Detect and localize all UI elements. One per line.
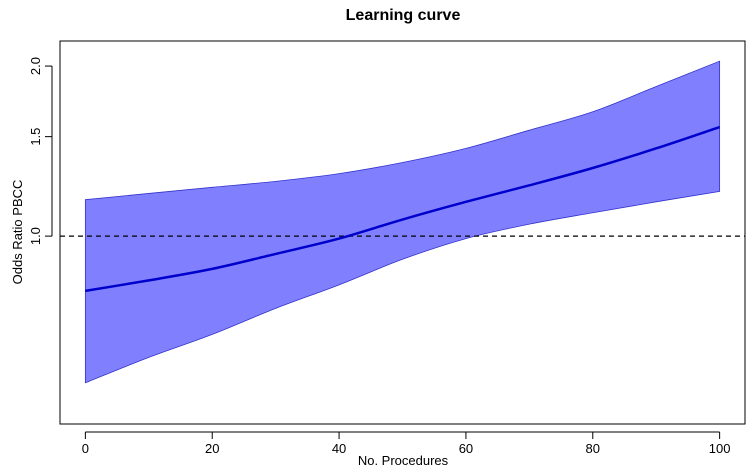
y-tick-label: 1.5 (28, 128, 43, 146)
x-tick-label: 80 (586, 441, 600, 456)
estimate-line (85, 125, 721, 293)
chart-title: Learning curve (346, 7, 461, 24)
x-tick-label: 60 (459, 441, 473, 456)
y-tick-label: 1.0 (28, 227, 43, 245)
x-axis: 0 20 40 60 80 100 (82, 431, 731, 456)
x-tick-label: 100 (709, 441, 731, 456)
plot-frame (59, 40, 746, 425)
x-tick-label: 0 (82, 441, 89, 456)
x-tick-label: 20 (205, 441, 219, 456)
y-tick-label: 2.0 (28, 57, 43, 75)
x-axis-label: No. Procedures (358, 453, 449, 468)
y-axis: 1.0 1.5 2.0 (28, 57, 53, 245)
y-axis-label: Odds Ratio PBCC (10, 180, 25, 285)
plot-layer (60, 60, 745, 384)
confidence-band (84, 60, 721, 384)
x-tick-label: 40 (332, 441, 346, 456)
